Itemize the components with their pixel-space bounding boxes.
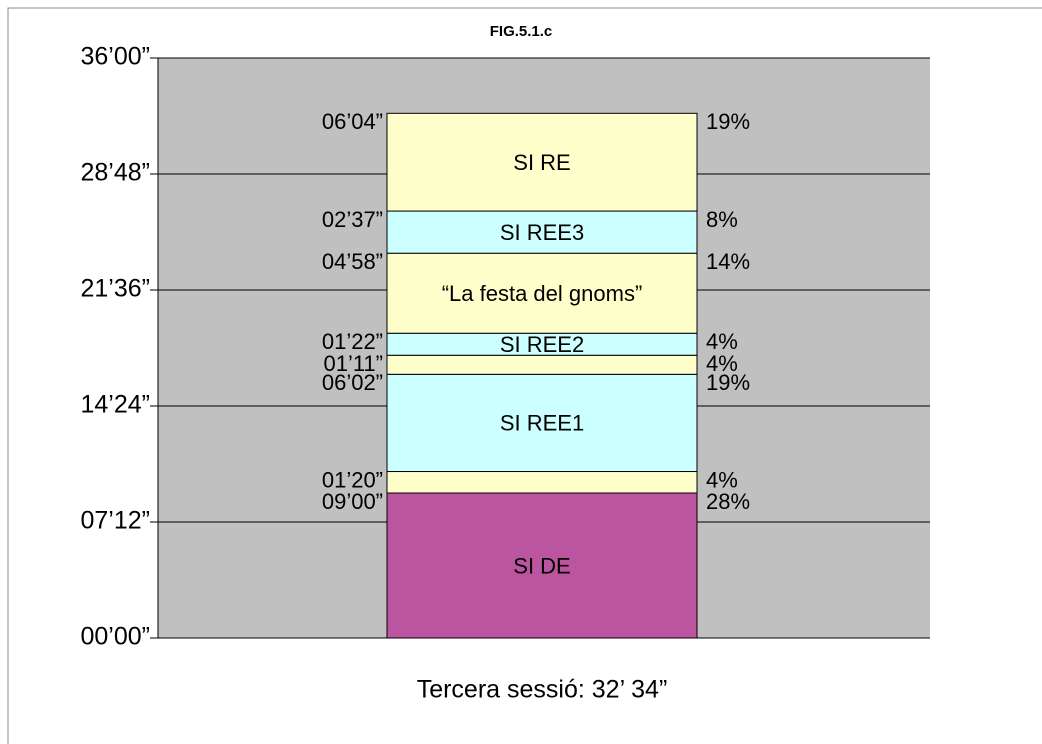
y-tick-label: 21’36”	[81, 275, 151, 303]
segment-label: “La festa del gnoms”	[442, 281, 643, 306]
percent-label: 8%	[706, 207, 738, 232]
time-label: 01’22”	[322, 329, 383, 354]
percent-label: 19%	[706, 109, 750, 134]
percent-label: 14%	[706, 249, 750, 274]
y-tick-label: 14’24”	[81, 391, 151, 419]
time-label: 09’00”	[322, 489, 383, 514]
percent-label: 19%	[706, 370, 750, 395]
x-axis-label: Tercera sessió: 32’ 34”	[417, 676, 668, 704]
time-label: 02’37”	[322, 207, 383, 232]
segment-label: SI RE	[513, 150, 570, 175]
chart-title: FIG.5.1.c	[490, 23, 553, 40]
time-label: 04’58”	[322, 249, 383, 274]
segment-label: SI REE2	[500, 332, 584, 357]
percent-label: 4%	[706, 467, 738, 492]
bar-segment	[386, 210, 698, 254]
time-label: 01’20”	[322, 467, 383, 492]
time-label: 06’02”	[322, 370, 383, 395]
y-tick-label: 28’48”	[81, 159, 151, 187]
y-tick-label: 36’00”	[81, 43, 151, 71]
frame	[7, 7, 1042, 744]
percent-label: 4%	[706, 351, 738, 376]
time-label: 06’04”	[322, 109, 383, 134]
bar-segment	[386, 471, 698, 494]
bar-segment	[386, 112, 698, 212]
bar-segment	[386, 373, 698, 473]
y-tick-label: 00’00”	[81, 623, 151, 651]
segment-label: SI REE3	[500, 220, 584, 245]
percent-label: 4%	[706, 329, 738, 354]
y-tick-label: 07’12”	[81, 507, 151, 535]
segment-label: SI DE	[513, 553, 570, 578]
bar-segment	[386, 252, 698, 334]
bar-segment	[386, 492, 698, 639]
percent-label: 28%	[706, 489, 750, 514]
time-label: 01’11”	[323, 351, 383, 376]
segment-label: SI REE1	[500, 411, 584, 436]
bar-segment	[386, 354, 698, 375]
